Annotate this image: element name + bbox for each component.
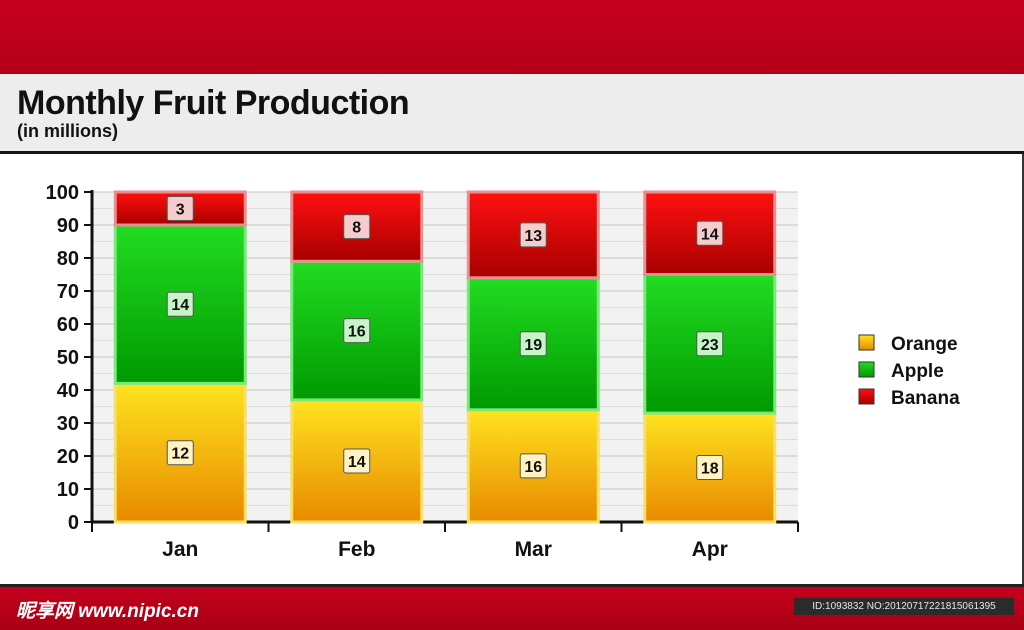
y-tick-label: 30 [57,413,79,435]
x-category-label: Jan [162,538,198,561]
data-label-box [166,196,194,221]
data-label: 14 [701,226,719,243]
y-tick-label: 60 [57,314,79,336]
x-category-label: Apr [692,538,728,561]
legend-label-orange: Orange [891,334,958,355]
data-label-box [519,331,547,357]
y-tick-label: 90 [57,215,79,237]
y-tick-label: 80 [57,248,79,270]
y-tick-label: 40 [57,380,79,402]
data-label-box [343,318,371,344]
data-label-box [696,455,724,481]
data-label: 18 [701,461,719,478]
data-label-box [166,440,194,466]
chart-subtitle: (in millions) [17,121,118,141]
y-tick-label: 50 [57,347,79,369]
data-label-box [519,222,547,248]
data-label-box [696,331,724,357]
legend-label-apple: Apple [891,361,944,382]
data-label: 16 [348,324,366,341]
chart-title: Monthly Fruit Production [17,84,410,122]
title-bar [0,74,1024,154]
x-category-label: Mar [515,538,552,561]
y-tick-label: 0 [68,512,79,534]
y-tick-label: 70 [57,281,79,303]
data-label: 13 [524,228,542,245]
data-label-box [696,220,724,246]
y-tick-label: 100 [46,182,79,204]
data-label: 3 [176,202,185,219]
legend-swatch-orange [858,334,875,351]
image-id-badge: ID:1093832 NO:20120717221815061395 [794,598,1014,615]
site-watermark: 昵享网 www.nipic.cn [16,601,199,622]
data-label: 12 [171,446,189,463]
data-label: 14 [171,297,189,314]
y-tick-label: 10 [57,479,79,501]
data-label: 8 [352,220,361,237]
header-banner [0,0,1024,74]
data-label: 23 [701,337,719,354]
legend-swatch-banana [858,388,875,405]
data-label: 16 [524,459,542,476]
data-label: 19 [524,337,542,354]
legend-label-banana: Banana [891,388,960,409]
y-tick-label: 20 [57,446,79,468]
data-label: 14 [348,454,366,471]
data-label-box [343,214,371,240]
data-label-box [519,453,547,479]
data-label-box [343,448,371,474]
legend-swatch-apple [858,361,875,378]
data-label-box [166,291,194,317]
x-category-label: Feb [338,538,375,561]
